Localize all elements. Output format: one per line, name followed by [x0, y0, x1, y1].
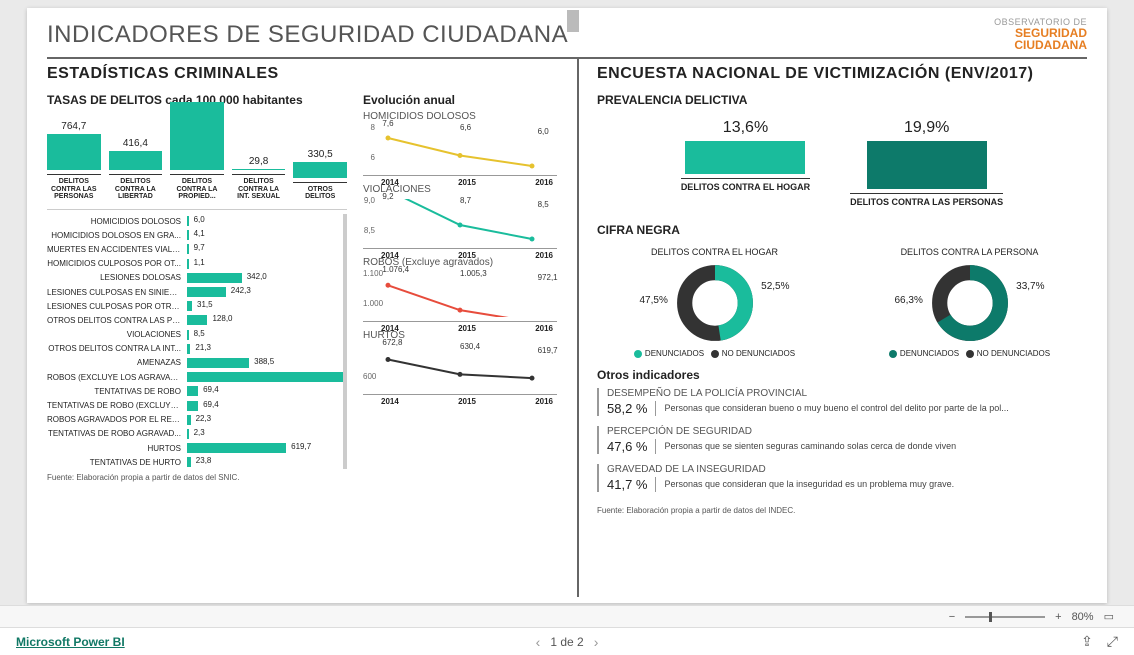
indicator-item: DESEMPEÑO DE LA POLICÍA PROVINCIAL58,2 %…: [597, 388, 1087, 416]
fit-page-icon[interactable]: ▭: [1104, 610, 1114, 623]
minichart[interactable]: VIOLACIONES9,08,52014201520169,28,78,5: [363, 184, 557, 249]
hbar-row[interactable]: HOMICIDIOS DOLOSOS EN GRA...4,1: [47, 228, 347, 242]
hbar-row[interactable]: LESIONES CULPOSAS EN SINIEST...242,3: [47, 285, 347, 299]
cifra-title: CIFRA NEGRA: [597, 223, 1087, 237]
col-right: ENCUESTA NACIONAL DE VICTIMIZACIÓN (ENV/…: [577, 59, 1087, 597]
prevalencia-col[interactable]: 19,9%DELITOS CONTRA LAS PERSONAS: [850, 119, 1003, 207]
bar5-col[interactable]: 29,8DELITOS CONTRA LA INT. SEXUAL: [232, 156, 286, 201]
indicator-item: PERCEPCIÓN DE SEGURIDAD47,6 %Personas qu…: [597, 426, 1087, 454]
prevalencia-chart[interactable]: 13,6%DELITOS CONTRA EL HOGAR 19,9%DELITOS…: [597, 119, 1087, 207]
prev-page-icon[interactable]: ‹: [536, 634, 541, 650]
bar5-col[interactable]: 330,5OTROS DELITOS: [293, 149, 347, 201]
hbar-row[interactable]: HOMICIDIOS DOLOSOS6,0: [47, 214, 347, 228]
indicator-item: GRAVEDAD DE LA INSEGURIDAD41,7 %Personas…: [597, 464, 1087, 492]
fullscreen-icon[interactable]: ⤢: [1107, 633, 1118, 650]
left-section-title: ESTADÍSTICAS CRIMINALES: [47, 65, 557, 83]
share-icon[interactable]: ⇪: [1081, 633, 1093, 650]
hbar-row[interactable]: OTROS DELITOS CONTRA LAS PE...128,0: [47, 313, 347, 327]
donuts-row: DELITOS CONTRA EL HOGAR47,5%52,5%DENUNCI…: [597, 247, 1087, 358]
zoom-out-icon[interactable]: −: [949, 611, 955, 623]
content: ESTADÍSTICAS CRIMINALES TASAS DE DELITOS…: [27, 59, 1107, 603]
right-source: Fuente: Elaboración propia a partir de d…: [597, 506, 1087, 515]
otros-block: Otros indicadores DESEMPEÑO DE LA POLICÍ…: [597, 358, 1087, 502]
hbar-row[interactable]: ROBOS (EXCLUYE LOS AGRAVAD...972,1: [47, 370, 347, 384]
hbar-row[interactable]: TENTATIVAS DE ROBO69,4: [47, 384, 347, 398]
minichart[interactable]: HURTOS600201420152016672,8630,4619,7: [363, 330, 557, 395]
zoom-in-icon[interactable]: +: [1055, 611, 1061, 623]
brand-link[interactable]: Microsoft Power BI: [16, 635, 125, 649]
donut-chart[interactable]: DELITOS CONTRA EL HOGAR47,5%52,5%DENUNCI…: [597, 247, 832, 358]
viewport: INDICADORES DE SEGURIDAD CIUDADANA OBSER…: [0, 0, 1134, 655]
zoom-value: 80%: [1072, 611, 1094, 623]
tasas-block: TASAS DE DELITOS cada 100.000 habitantes…: [47, 91, 347, 469]
hbar-row[interactable]: HOMICIDIOS CULPOSOS POR OT...1,1: [47, 257, 347, 271]
hbar-row[interactable]: TENTATIVAS DE ROBO (EXCLUYE ...69,4: [47, 398, 347, 412]
left-top: TASAS DE DELITOS cada 100.000 habitantes…: [47, 91, 557, 469]
hbar-row[interactable]: AMENAZAS388,5: [47, 356, 347, 370]
prevalencia-col[interactable]: 13,6%DELITOS CONTRA EL HOGAR: [681, 119, 810, 207]
hbar-row[interactable]: TENTATIVAS DE HURTO23,8: [47, 455, 347, 469]
hbar-row[interactable]: HURTOS619,7: [47, 441, 347, 455]
hbars-chart[interactable]: HOMICIDIOS DOLOSOS6,0HOMICIDIOS DOLOSOS …: [47, 209, 347, 469]
hbar-row[interactable]: ROBOS AGRAVADOS POR EL RES...22,3: [47, 413, 347, 427]
left-source: Fuente: Elaboración propia a partir de d…: [47, 473, 557, 482]
report-canvas: INDICADORES DE SEGURIDAD CIUDADANA OBSER…: [27, 8, 1107, 603]
minicharts: HOMICIDIOS DOLOSOS862014201520167,66,66,…: [363, 111, 557, 395]
bar5-col[interactable]: DELITOS CONTRA LA PROPIED...: [170, 100, 224, 201]
logo-bot: CIUDADANA: [994, 39, 1087, 51]
logo: OBSERVATORIO DE SEGURIDAD CIUDADANA: [994, 18, 1087, 51]
donut-chart[interactable]: DELITOS CONTRA LA PERSONA66,3%33,7%DENUN…: [852, 247, 1087, 358]
hbar-row[interactable]: TENTATIVAS DE ROBO AGRAVAD...2,3: [47, 427, 347, 441]
evolucion-block: Evolución anual HOMICIDIOS DOLOSOS862014…: [363, 91, 557, 469]
page-tab-indicator: [567, 10, 579, 32]
zoom-statusbar: − + 80% ▭: [0, 605, 1134, 627]
right-section-title: ENCUESTA NACIONAL DE VICTIMIZACIÓN (ENV/…: [597, 65, 1087, 83]
hbar-row[interactable]: VIOLACIONES8,5: [47, 328, 347, 342]
otros-title: Otros indicadores: [597, 368, 1087, 382]
report-title: INDICADORES DE SEGURIDAD CIUDADANA: [47, 21, 568, 49]
col-left: ESTADÍSTICAS CRIMINALES TASAS DE DELITOS…: [47, 59, 557, 597]
bar5-col[interactable]: 416,4DELITOS CONTRA LA LIBERTAD: [109, 138, 163, 201]
next-page-icon[interactable]: ›: [594, 634, 599, 650]
evolucion-title: Evolución anual: [363, 93, 557, 107]
hbar-row[interactable]: MUERTES EN ACCIDENTES VIALES9,7: [47, 242, 347, 256]
footer-icons: ⇪ ⤢: [1081, 633, 1118, 650]
footer-bar: Microsoft Power BI ‹ 1 de 2 › ⇪ ⤢: [0, 627, 1134, 655]
bar5-col[interactable]: 764,7DELITOS CONTRA LAS PERSONAS: [47, 121, 101, 201]
minichart[interactable]: ROBOS (Excluye agravados)1.1001.00020142…: [363, 257, 557, 322]
hbar-row[interactable]: LESIONES CULPOSAS POR OTRO...31,5: [47, 299, 347, 313]
bar5-chart[interactable]: 764,7DELITOS CONTRA LAS PERSONAS416,4DEL…: [47, 111, 347, 201]
zoom-slider[interactable]: [965, 616, 1045, 618]
page-indicator: 1 de 2: [550, 635, 583, 649]
hbar-row[interactable]: OTROS DELITOS CONTRA LA INT...21,3: [47, 342, 347, 356]
minichart[interactable]: HOMICIDIOS DOLOSOS862014201520167,66,66,…: [363, 111, 557, 176]
pager: ‹ 1 de 2 ›: [536, 634, 599, 650]
prevalencia-title: PREVALENCIA DELICTIVA: [597, 93, 1087, 107]
hbar-row[interactable]: LESIONES DOLOSAS342,0: [47, 271, 347, 285]
indicators-list: DESEMPEÑO DE LA POLICÍA PROVINCIAL58,2 %…: [597, 388, 1087, 492]
